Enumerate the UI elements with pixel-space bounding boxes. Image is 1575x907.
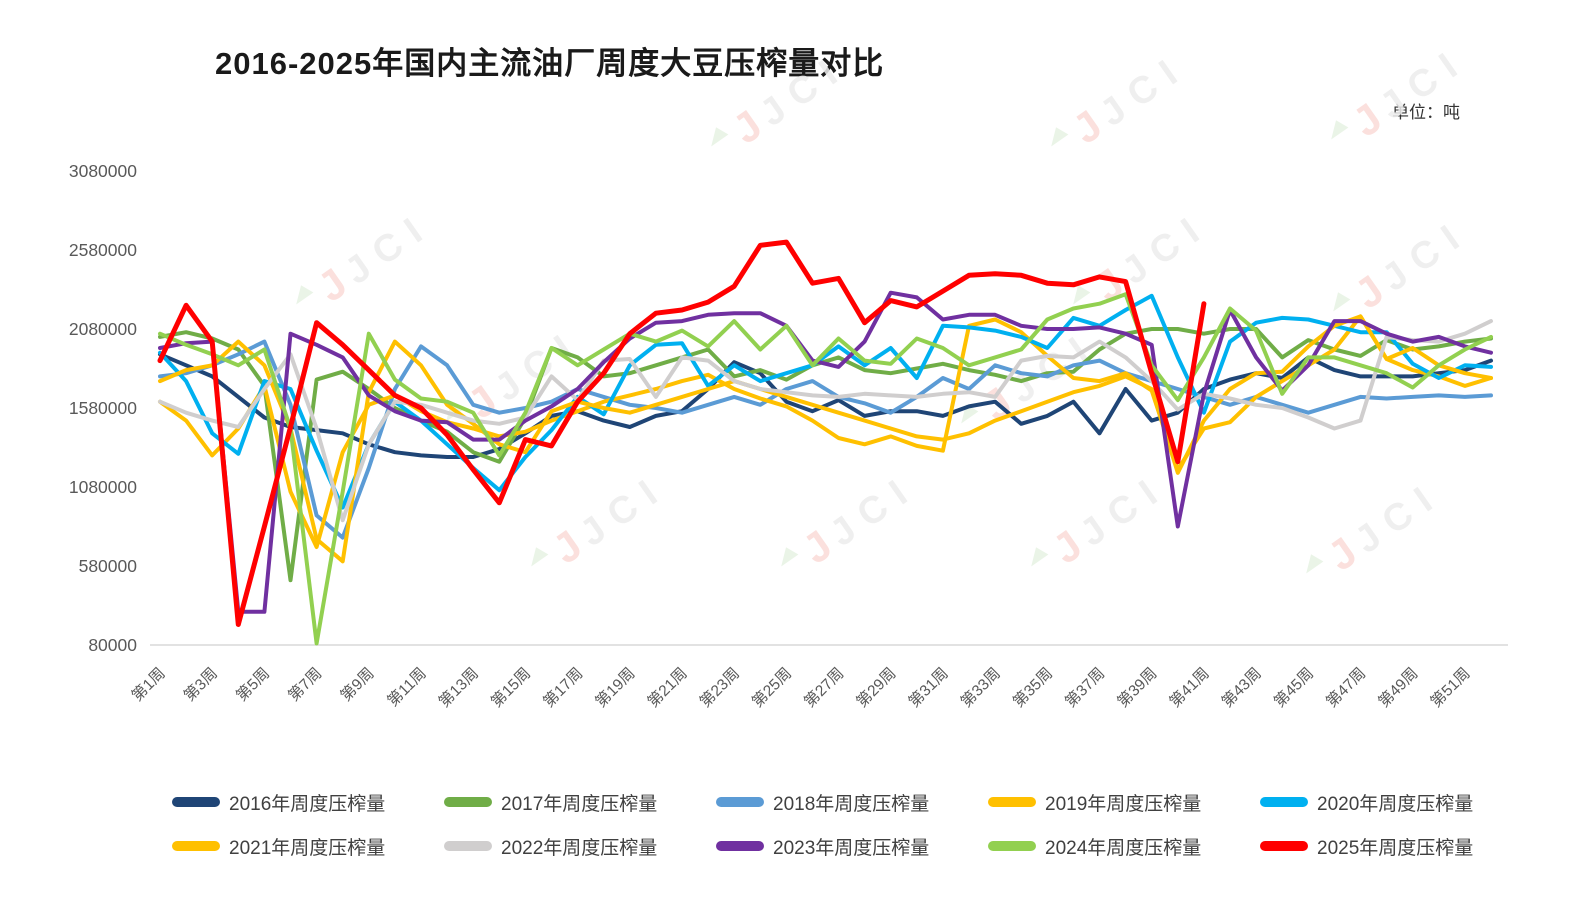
x-axis-tick-label: 第51周: [1427, 664, 1474, 711]
y-axis-tick-label: 580000: [79, 556, 138, 576]
legend-item-2016年周度压榨量: 2016年周度压榨量: [172, 788, 444, 816]
series-line-2025年周度压榨量: [157, 239, 1207, 627]
x-axis-tick-label: 第33周: [957, 664, 1004, 711]
legend-item-2025年周度压榨量: 2025年周度压榨量: [1260, 832, 1532, 860]
legend-swatch-icon: [172, 797, 220, 807]
series-line-2024年周度压榨量: [158, 292, 1493, 646]
x-axis-tick-label: 第7周: [285, 664, 326, 705]
legend-item-2024年周度压榨量: 2024年周度压榨量: [988, 832, 1260, 860]
x-axis-tick-label: 第11周: [384, 664, 430, 710]
x-axis-tick-label: 第13周: [435, 664, 482, 711]
legend-label: 2018年周度压榨量: [773, 793, 930, 815]
legend-label: 2024年周度压榨量: [1045, 837, 1202, 859]
x-axis-tick-label: 第23周: [696, 664, 743, 711]
legend-item-2019年周度压榨量: 2019年周度压榨量: [988, 788, 1260, 816]
x-axis-tick-label: 第17周: [540, 664, 587, 711]
x-axis-tick-label: 第49周: [1375, 664, 1422, 711]
y-axis-tick-label: 3080000: [69, 161, 137, 181]
legend-swatch-icon: [444, 841, 492, 851]
x-axis-tick-label: 第15周: [487, 664, 534, 711]
x-axis-tick-label: 第39周: [1114, 664, 1161, 711]
y-axis-tick-label: 80000: [88, 635, 137, 655]
series-line-2023年周度压榨量: [158, 290, 1493, 614]
legend-label: 2022年周度压榨量: [501, 837, 658, 859]
x-axis-tick-label: 第29周: [853, 664, 900, 711]
x-axis-tick-label: 第47周: [1322, 664, 1369, 711]
x-axis-tick-label: 第25周: [748, 664, 795, 711]
y-axis-tick-label: 2080000: [69, 319, 137, 339]
x-axis-tick-label: 第37周: [1062, 664, 1109, 711]
legend-item-2018年周度压榨量: 2018年周度压榨量: [716, 788, 988, 816]
x-axis-tick-label: 第5周: [232, 664, 273, 705]
legend-item-2022年周度压榨量: 2022年周度压榨量: [444, 832, 716, 860]
legend-swatch-icon: [1260, 797, 1308, 807]
unit-label: 单位：吨: [1392, 103, 1460, 122]
legend-label: 2023年周度压榨量: [773, 837, 930, 859]
legend-swatch-icon: [988, 841, 1036, 851]
x-axis-tick-label: 第43周: [1218, 664, 1265, 711]
x-axis-tick-label: 第27周: [801, 664, 848, 711]
y-axis-tick-label: 2580000: [69, 240, 137, 260]
x-axis-tick-label: 第1周: [128, 664, 169, 705]
legend-label: 2016年周度压榨量: [229, 793, 386, 815]
legend-swatch-icon: [444, 797, 492, 807]
x-axis-tick-label: 第41周: [1166, 664, 1213, 711]
y-axis-tick-label: 1580000: [69, 398, 137, 418]
legend-label: 2021年周度压榨量: [229, 837, 386, 859]
x-axis-tick-label: 第19周: [592, 664, 639, 711]
y-axis-tick-label: 1080000: [69, 477, 137, 497]
series-line-2022年周度压榨量: [158, 319, 1493, 523]
legend-label: 2017年周度压榨量: [501, 793, 658, 815]
x-axis-tick-label: 第3周: [180, 664, 221, 705]
x-axis-tick-label: 第31周: [905, 664, 952, 711]
series-line-2018年周度压榨量: [158, 339, 1493, 540]
line-chart-plot: 80000 580000 1080000 1580000 2080000 2580000 3…: [69, 161, 1508, 711]
legend-label: 2020年周度压榨量: [1317, 793, 1474, 815]
legend-swatch-icon: [716, 797, 764, 807]
chart-legend: 2016年周度压榨量 2017年周度压榨量 2018年周度压榨量 2019年周度压榨量…: [172, 788, 1532, 860]
x-axis-tick-label: 第9周: [337, 664, 378, 705]
legend-label: 2019年周度压榨量: [1045, 793, 1202, 815]
x-axis-tick-label: 第45周: [1270, 664, 1317, 711]
x-axis-tick-label: 第21周: [644, 664, 691, 711]
legend-swatch-icon: [172, 841, 220, 851]
legend-item-2020年周度压榨量: 2020年周度压榨量: [1260, 788, 1532, 816]
legend-item-2021年周度压榨量: 2021年周度压榨量: [172, 832, 444, 860]
series-line-2019年周度压榨量: [158, 314, 1493, 549]
legend-item-2023年周度压榨量: 2023年周度压榨量: [716, 832, 988, 860]
legend-swatch-icon: [716, 841, 764, 851]
legend-swatch-icon: [988, 797, 1036, 807]
legend-swatch-icon: [1260, 841, 1308, 851]
chart-title: 2016-2025年国内主流油厂周度大豆压榨量对比: [215, 46, 885, 81]
legend-item-2017年周度压榨量: 2017年周度压榨量: [444, 788, 716, 816]
legend-label: 2025年周度压榨量: [1317, 837, 1474, 859]
x-axis-tick-label: 第35周: [1009, 664, 1056, 711]
